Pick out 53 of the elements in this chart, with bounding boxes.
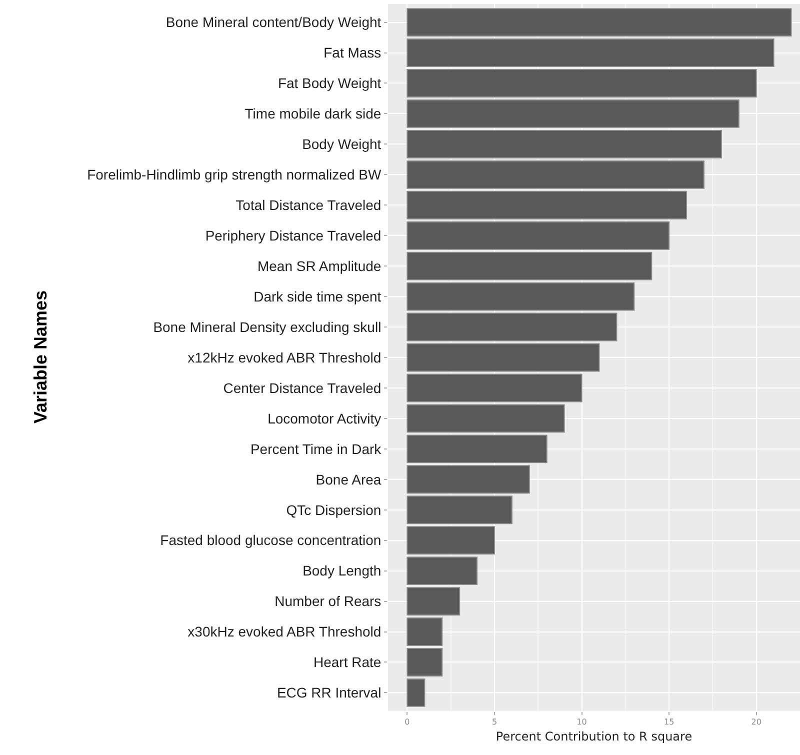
- y-tick-label: x30kHz evoked ABR Threshold: [188, 624, 382, 640]
- bar: [406, 526, 495, 555]
- y-tick-label: Body Weight: [302, 136, 382, 152]
- y-tick-label: Total Distance Traveled: [236, 197, 382, 214]
- bar: [406, 404, 565, 433]
- y-tick-label: QTc Dispersion: [286, 502, 382, 518]
- bar: [406, 678, 426, 707]
- bar: [406, 343, 600, 372]
- bar: [406, 618, 443, 646]
- y-tick-label: Dark side time spent: [254, 288, 382, 304]
- bar: [406, 434, 548, 464]
- bar: [406, 252, 652, 280]
- bar: [406, 648, 443, 676]
- bar: [406, 221, 670, 250]
- y-tick-label: Heart Rate: [313, 654, 382, 670]
- bar: [406, 312, 618, 342]
- x-tick-label: 15: [664, 718, 674, 727]
- x-axis-title: Percent Contribution to R square: [496, 730, 692, 744]
- y-tick-label: Fasted blood glucose concentration: [160, 532, 382, 548]
- y-tick-label: Bone Mineral content/Body Weight: [166, 14, 382, 30]
- bar: [406, 8, 792, 36]
- y-tick-label: x12kHz evoked ABR Threshold: [188, 349, 382, 366]
- bar: [406, 160, 704, 189]
- y-tick-label: Number of Rears: [274, 593, 382, 610]
- x-tick-label: 0: [404, 718, 410, 727]
- bar: [406, 99, 740, 128]
- bar: [406, 587, 460, 616]
- bar: [406, 130, 722, 158]
- y-tick-label: Periphery Distance Traveled: [205, 228, 382, 244]
- y-tick-label: Forelimb-Hindlimb grip strength normalized BW: [87, 166, 382, 183]
- bar: [406, 38, 774, 67]
- bar: [406, 282, 635, 311]
- y-tick-label: ECG RR Interval: [276, 684, 382, 701]
- y-tick-label: Time mobile dark side: [244, 106, 382, 122]
- bar: [406, 69, 757, 98]
- bar: [406, 465, 530, 494]
- x-tick-label: 10: [576, 718, 587, 727]
- y-tick-label: Bone Area: [316, 471, 382, 488]
- bar: [406, 374, 582, 402]
- y-tick-label: Center Distance Traveled: [223, 380, 382, 396]
- x-tick-label: 20: [751, 718, 762, 727]
- y-tick-label: Body Length: [302, 562, 382, 579]
- y-tick-label: Mean SR Amplitude: [257, 258, 382, 274]
- y-tick-label: Locomotor Activity: [268, 410, 382, 426]
- bar: [406, 556, 478, 586]
- y-tick-label: Fat Mass: [324, 44, 382, 61]
- bar: [406, 496, 512, 524]
- y-tick-label: Percent Time in Dark: [250, 440, 382, 457]
- y-axis-title: Variable Names: [30, 290, 50, 424]
- y-tick-label: Bone Mineral Density excluding skull: [153, 318, 382, 335]
- bar: [406, 190, 688, 220]
- y-tick-label: Fat Body Weight: [278, 75, 382, 92]
- x-tick-label: 5: [492, 718, 498, 727]
